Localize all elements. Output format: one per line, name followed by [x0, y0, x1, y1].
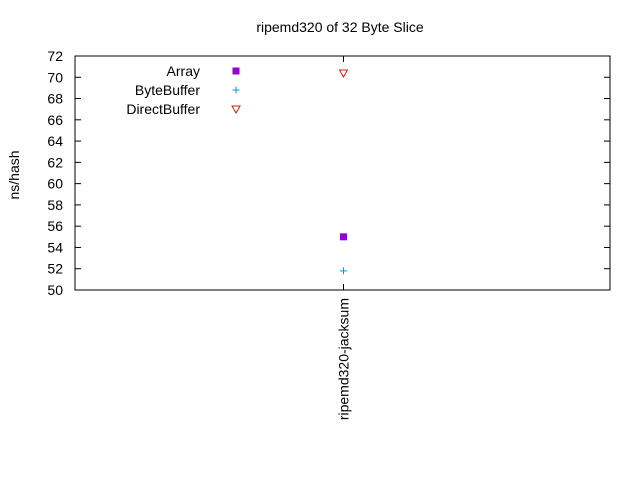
y-tick-label: 64: [47, 133, 63, 149]
plot-frame: [74, 55, 611, 291]
legend-marker: [232, 86, 240, 94]
data-points: [338, 69, 349, 275]
y-tick-label: 52: [47, 261, 63, 277]
data-point: [340, 233, 347, 241]
x-tick-label: ripemd320-jacksum: [336, 298, 352, 420]
y-tick-label: 56: [47, 218, 63, 234]
y-tick-label: 72: [47, 48, 63, 64]
legend-label: ByteBuffer: [135, 82, 200, 98]
y-tick-label: 68: [47, 91, 63, 107]
y-tick-label: 62: [47, 154, 63, 170]
legend: Array ByteBuffer DirectBuffer: [126, 63, 241, 117]
data-point: [340, 267, 347, 275]
legend-label: DirectBuffer: [126, 101, 200, 117]
legend-marker: [231, 105, 241, 115]
data-point: [338, 69, 349, 79]
y-axis-label: ns/hash: [6, 150, 22, 199]
y-tick-label: 58: [47, 197, 63, 213]
y-tick-label: 54: [47, 239, 63, 255]
y-tick-label: 66: [47, 112, 63, 128]
legend-label: Array: [167, 63, 200, 79]
legend-marker: [232, 67, 240, 75]
y-tick-label: 70: [47, 69, 63, 85]
y-tick-label: 60: [47, 176, 63, 192]
x-axis-ticks: ripemd320-jacksum: [336, 56, 352, 420]
chart-title: ripemd320 of 32 Byte Slice: [256, 19, 424, 35]
y-axis-ticks: 50 52 54 56 58 60 62 64 66 68 70 72: [47, 48, 610, 298]
y-tick-label: 50: [47, 282, 63, 298]
